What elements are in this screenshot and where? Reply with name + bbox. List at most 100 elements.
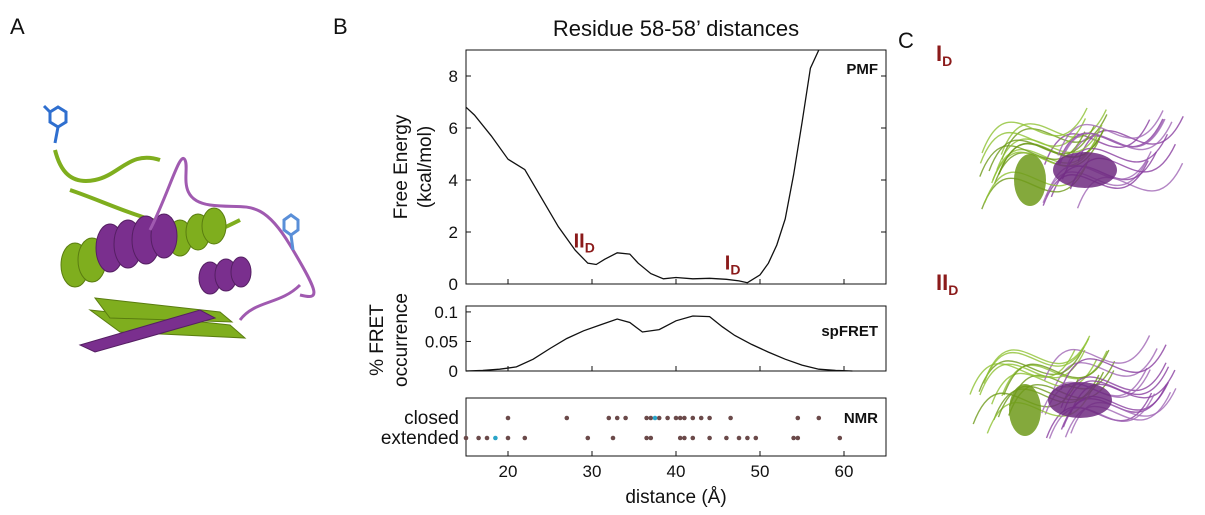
nmr-point-extended <box>677 435 683 441</box>
nmr-point-extended <box>837 435 843 441</box>
ensemble-trace <box>998 128 1105 175</box>
nmr-point-extended <box>690 435 696 441</box>
nmr-point-closed <box>707 415 712 421</box>
nmr-point-closed <box>698 415 704 421</box>
nmr-point-closed <box>606 415 612 421</box>
ensemble-helix <box>1048 382 1112 418</box>
nmr-point-closed <box>564 415 570 421</box>
structure-ensembles: ID IID <box>936 41 1184 439</box>
state-annotation: IID <box>574 230 595 255</box>
ensemble-trace <box>1043 335 1151 381</box>
spfret-y-ticks: 0 0.05 0.1 <box>425 303 845 381</box>
nmr-point-extended <box>484 435 490 441</box>
pmf-x-ticks <box>507 279 845 284</box>
nmr-point-extended <box>682 435 687 441</box>
ensemble-trace <box>984 335 1091 382</box>
spfret-ytick-label: 0.05 <box>425 332 458 351</box>
x-tick-label: 30 <box>583 462 602 481</box>
ensemble-trace <box>1058 118 1165 165</box>
nmr-point-extended <box>610 435 616 441</box>
ensemble-trace <box>969 349 1076 395</box>
nmr-point-extended <box>753 435 759 441</box>
ensemble-trace <box>1077 116 1184 162</box>
nmr-point-extended <box>736 435 742 441</box>
nmr-point-closed <box>614 415 620 421</box>
nmr-point-extended <box>745 435 750 441</box>
panel-label-c: C <box>898 28 914 53</box>
nmr-point-closed <box>673 415 679 421</box>
x-tick-label: 20 <box>499 462 518 481</box>
state-annotations: IID ID <box>574 230 741 277</box>
ensemble-helix <box>1053 152 1117 188</box>
x-axis-ticks: 20 30 40 50 60 <box>499 451 854 481</box>
x-axis-label: distance (Å) <box>625 487 726 508</box>
nmr-point-closed <box>644 415 649 421</box>
panel-label-b: B <box>333 14 348 39</box>
nmr-point-closed <box>690 415 696 421</box>
nmr-category-extended: extended <box>381 428 459 449</box>
ensemble-label-iid: IID <box>936 270 958 298</box>
nmr-point-extended <box>648 435 654 441</box>
spfret-ylabel-2: occurrence <box>391 293 412 387</box>
nmr-point-closed <box>656 415 662 421</box>
x-tick-label: 40 <box>667 462 686 481</box>
nmr-point-extended <box>707 435 712 441</box>
pmf-plot-frame <box>465 49 887 285</box>
nmr-point-closed <box>682 415 687 421</box>
ensemble-trace <box>1060 344 1167 390</box>
nmr-point-closed <box>816 415 822 421</box>
pmf-tag: PMF <box>846 61 878 78</box>
pmf-ylabel-units: (kcal/mol) <box>415 126 436 208</box>
nmr-point-closed <box>648 415 654 421</box>
spfret-ylabel: % FRET <box>367 304 388 376</box>
pmf-ytick-label: 2 <box>449 223 458 242</box>
nmr-point-extended <box>505 435 511 441</box>
pmf-ytick-label: 6 <box>449 119 458 138</box>
spfret-ytick-label: 0.1 <box>434 303 458 322</box>
ensemble-id-image <box>979 107 1184 210</box>
nmr-point-extended <box>585 435 591 441</box>
chart-title: Residue 58-58’ distances <box>553 16 799 41</box>
nmr-point-extended <box>463 435 469 441</box>
pmf-y-ticks: 0 2 4 6 8 <box>449 67 886 294</box>
nmr-point-extended <box>522 435 528 441</box>
pmf-ylabel: Free Energy <box>391 114 412 219</box>
ensemble-label-id: ID <box>936 41 952 69</box>
ensemble-trace <box>991 358 1098 405</box>
nmr-point-extended <box>795 435 801 441</box>
ensemble-helix <box>1014 154 1046 206</box>
pmf-ytick-label: 0 <box>449 275 458 294</box>
state-annotation: ID <box>725 253 741 278</box>
nmr-point-closed <box>665 415 670 421</box>
nmr-point-closed-highlight <box>652 415 658 421</box>
ensemble-trace <box>1048 393 1156 439</box>
nmr-point-closed <box>728 415 733 421</box>
ensemble-helix <box>1009 384 1041 436</box>
nmr-tag: NMR <box>844 410 878 427</box>
ensemble-trace <box>983 338 1090 384</box>
nmr-points <box>463 415 843 441</box>
nmr-plot-frame <box>465 397 887 457</box>
x-tick-label: 50 <box>751 462 770 481</box>
ensemble-trace <box>1003 349 1110 396</box>
nmr-point-extended-highlight <box>493 435 498 441</box>
ensemble-trace <box>979 118 1087 164</box>
x-tick-label: 60 <box>835 462 854 481</box>
nmr-point-closed <box>795 415 801 421</box>
distance-chart: Residue 58-58’ distances 0 2 4 6 8 PMF IID ID… <box>367 16 887 508</box>
spfret-tag: spFRET <box>821 323 878 340</box>
panel-label-a: A <box>10 14 25 39</box>
ensemble-trace <box>1008 360 1116 407</box>
pmf-curve <box>465 49 820 284</box>
spfret-curve <box>465 315 853 372</box>
nmr-category-closed: closed <box>404 408 459 429</box>
nmr-point-extended <box>476 435 481 441</box>
nmr-point-extended <box>644 435 649 441</box>
nmr-point-extended <box>791 435 796 441</box>
ensemble-trace <box>988 125 1095 172</box>
ensemble-trace <box>981 107 1088 154</box>
nmr-point-closed <box>623 415 628 421</box>
ensemble-iid-image <box>969 335 1177 439</box>
pmf-ytick-label: 4 <box>449 171 458 190</box>
